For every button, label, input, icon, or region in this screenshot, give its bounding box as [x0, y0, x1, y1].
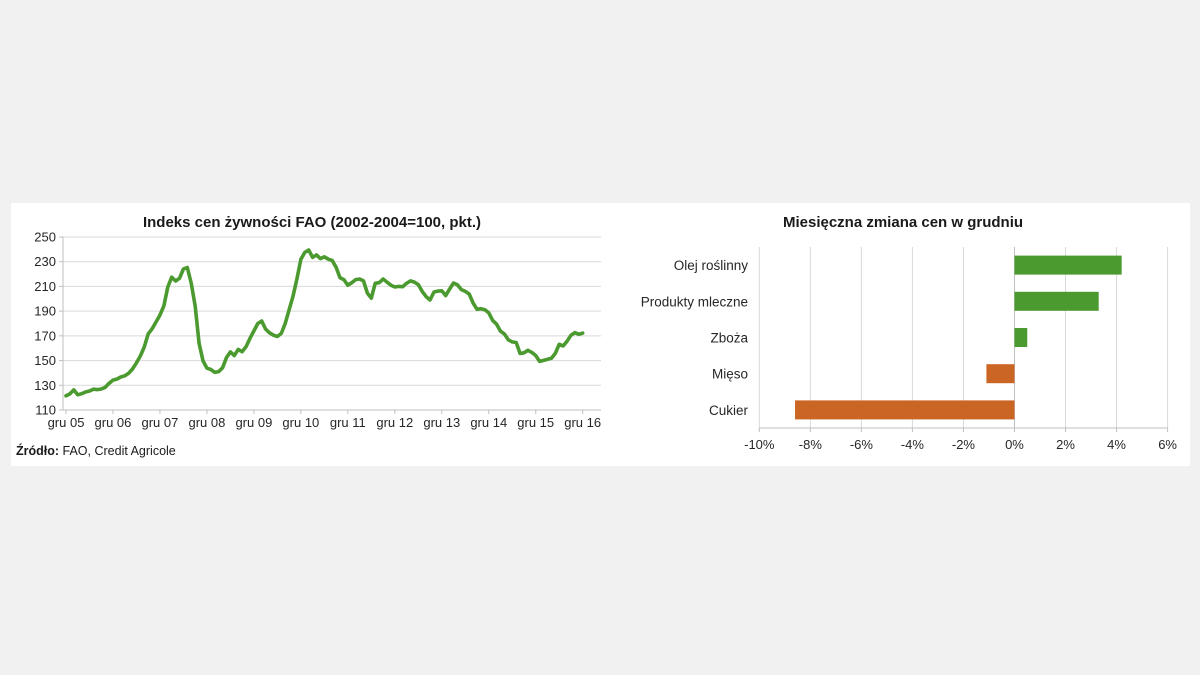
x-tick-label: 4%	[1107, 437, 1126, 452]
bar-mi-so	[986, 364, 1015, 384]
category-label: Cukier	[709, 403, 749, 418]
y-tick-label: 110	[35, 403, 56, 418]
x-tick-label: gru 08	[188, 415, 225, 430]
x-tick-label: -10%	[744, 437, 775, 452]
december-change-bar-chart: Miesięczna zmiana cen w grudniu -10% -8% -…	[631, 203, 1190, 466]
x-tick-label: gru 06	[95, 415, 132, 430]
bar-zbo-a	[1014, 328, 1028, 347]
x-tick-label: 0%	[1005, 437, 1024, 452]
category-label: Olej roślinny	[674, 258, 749, 273]
december-change-bar-chart-svg: Miesięczna zmiana cen w grudniu -10% -8% -…	[641, 214, 1178, 452]
x-tick-label: gru 15	[517, 415, 554, 430]
x-tick-label: gru 05	[48, 415, 85, 430]
source-note: Źródło: FAO, Credit Agricole	[16, 444, 176, 458]
y-tick-label: 130	[34, 378, 56, 393]
x-tick-label: gru 07	[142, 415, 179, 430]
x-tick-label: gru 13	[423, 415, 460, 430]
x-tick-label: -6%	[850, 437, 874, 452]
source-text: FAO, Credit Agricole	[59, 444, 176, 458]
bar-olej-ro-linny	[1014, 255, 1122, 275]
category-label: Zboża	[710, 331, 748, 346]
x-tick-label: gru 12	[376, 415, 413, 430]
x-tick-label: -8%	[799, 437, 823, 452]
x-tick-label: -4%	[901, 437, 925, 452]
category-label: Mięso	[712, 367, 748, 382]
x-tick-label: gru 11	[330, 415, 366, 430]
line-chart-title: Indeks cen żywności FAO (2002-2004=100, …	[143, 214, 481, 231]
y-tick-label: 170	[34, 328, 56, 343]
bar-cukier	[795, 400, 1015, 420]
y-tick-label: 150	[34, 353, 56, 368]
y-tick-label: 190	[34, 304, 56, 319]
x-tick-label: gru 10	[282, 415, 319, 430]
y-tick-label: 210	[34, 279, 56, 294]
bar-chart-title: Miesięczna zmiana cen w grudniu	[783, 214, 1023, 231]
y-tick-label: 250	[34, 230, 56, 245]
source-label: Źródło:	[16, 444, 60, 458]
x-tick-label: 2%	[1056, 437, 1075, 452]
y-tick-label: 230	[34, 254, 56, 269]
charts-panel: Indeks cen żywności FAO (2002-2004=100, …	[11, 203, 1190, 466]
fao-index-line	[64, 248, 585, 398]
fao-index-line-chart-svg: Indeks cen żywności FAO (2002-2004=100, …	[34, 214, 601, 430]
x-tick-label: gru 16	[564, 415, 601, 430]
x-tick-label: 6%	[1158, 437, 1177, 452]
x-tick-label: -2%	[952, 437, 976, 452]
x-tick-label: gru 14	[470, 415, 507, 430]
x-tick-label: gru 09	[235, 415, 272, 430]
fao-index-line-chart: Indeks cen żywności FAO (2002-2004=100, …	[11, 203, 631, 466]
bar-produkty-mleczne	[1014, 291, 1099, 311]
category-label: Produkty mleczne	[641, 294, 748, 309]
